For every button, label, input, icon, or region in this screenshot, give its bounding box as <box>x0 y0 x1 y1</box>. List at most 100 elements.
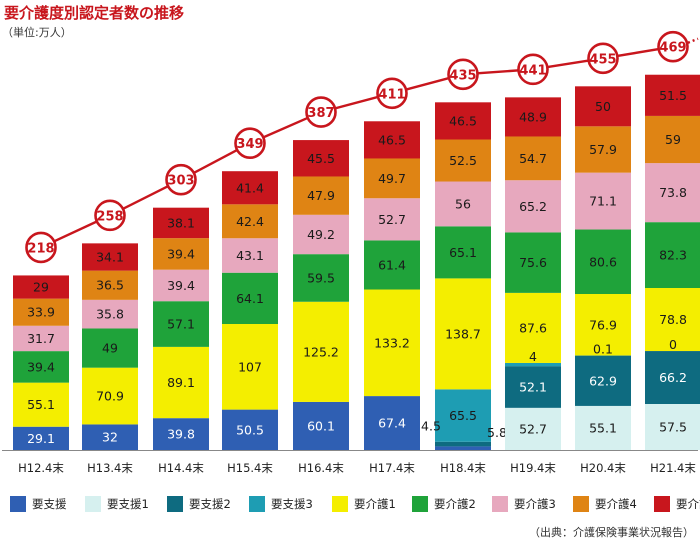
bar-segment <box>13 382 69 427</box>
bar-segment <box>435 139 491 182</box>
value-label: 0.1 <box>593 342 613 357</box>
bar-segment <box>505 407 561 450</box>
legend-label: 要支援 <box>32 497 67 511</box>
bar-segment <box>153 346 209 419</box>
value-label: 56 <box>455 196 471 211</box>
total-label: 303 <box>167 174 194 189</box>
bar-segment <box>505 362 561 367</box>
value-label: 65.1 <box>449 245 477 260</box>
total-marker <box>234 127 266 159</box>
value-label: 36.5 <box>96 278 124 293</box>
legend-label: 要介護3 <box>514 497 556 511</box>
stacked-bar-chart: 29.1 55.1 39.4 31.7 33.9 29 32 70.9 49 35.8 36.5 34… <box>2 30 700 475</box>
value-label: 48.9 <box>519 109 547 124</box>
value-label: 45.5 <box>307 151 335 166</box>
bar-segment <box>645 115 700 164</box>
value-label: 78.8 <box>659 312 687 327</box>
legend-swatch <box>492 496 508 512</box>
legend-label: 要介護1 <box>354 497 396 511</box>
legend-item: 要介護5 <box>654 496 700 512</box>
legend-item: 要介護2 <box>412 496 476 512</box>
legend-label: 要支援2 <box>189 497 231 511</box>
bar-segment <box>645 163 700 223</box>
bar-segment <box>505 292 561 363</box>
legend-item: 要支援1 <box>85 496 149 512</box>
total-label: 469 <box>659 41 686 56</box>
total-marker <box>447 58 479 91</box>
value-label: 50 <box>595 99 611 114</box>
value-label: 75.6 <box>519 255 547 270</box>
value-label: 39.8 <box>167 427 195 442</box>
total-label: 435 <box>449 68 476 83</box>
value-label: 39.4 <box>167 278 195 293</box>
total-label: 411 <box>378 87 405 102</box>
value-label: 4 <box>529 349 537 364</box>
x-tick-label: H20.4末 <box>580 461 626 475</box>
legend-item: 要支援3 <box>249 496 313 512</box>
bar-segment <box>153 301 209 347</box>
total-marker <box>517 53 549 86</box>
value-label: 107 <box>238 359 262 374</box>
legend-item: 要介護1 <box>332 496 396 512</box>
bar-segment <box>222 171 278 205</box>
value-label: 65.5 <box>449 408 477 423</box>
bar-segment <box>13 325 69 352</box>
value-label: 71.1 <box>589 194 617 209</box>
total-marker <box>376 77 408 110</box>
value-label: 52.1 <box>519 380 547 395</box>
value-label: 50.5 <box>236 422 264 437</box>
value-label: 29 <box>33 280 49 295</box>
bar-segment <box>82 424 138 450</box>
x-tick-label: H16.4末 <box>298 461 344 475</box>
legend-swatch <box>332 496 348 512</box>
unit-label: （単位:万人） <box>2 26 72 39</box>
total-label: 441 <box>519 63 546 78</box>
value-label: 76.9 <box>589 317 617 332</box>
value-label: 67.4 <box>378 416 406 431</box>
value-label: 82.3 <box>659 248 687 263</box>
bar-segment <box>505 180 561 233</box>
legend-swatch <box>10 496 26 512</box>
value-label: 60.1 <box>307 418 335 433</box>
bar-segment <box>364 158 420 199</box>
legend-swatch <box>412 496 428 512</box>
value-label: 5.8 <box>487 425 507 440</box>
bar-segment <box>222 272 278 324</box>
bar-segment <box>293 176 349 215</box>
bar-segment <box>13 426 69 450</box>
value-label: 33.9 <box>27 305 55 320</box>
legend-item: 要介護3 <box>492 496 556 512</box>
value-label: 57.9 <box>589 142 617 157</box>
value-label: 133.2 <box>374 335 410 350</box>
total-label: 387 <box>307 106 334 121</box>
value-label: 49.7 <box>378 171 406 186</box>
value-label: 34.1 <box>96 250 124 265</box>
legend-item: 要支援2 <box>167 496 231 512</box>
bar-segment <box>575 355 631 406</box>
total-marker <box>305 96 337 128</box>
bar-segment <box>505 366 561 408</box>
legend-label: 要介護5 <box>676 497 700 511</box>
x-tick-label: H19.4末 <box>510 461 556 475</box>
value-label: 35.8 <box>96 307 124 322</box>
bar-segment <box>505 232 561 293</box>
x-tick-label: H14.4末 <box>158 461 204 475</box>
total-label: 349 <box>236 137 263 152</box>
bar-segment <box>645 288 700 352</box>
bar-segment <box>364 121 420 159</box>
value-label: 62.9 <box>589 373 617 388</box>
value-label: 64.1 <box>236 291 264 306</box>
value-label: 46.5 <box>378 132 406 147</box>
value-label: 51.5 <box>659 88 687 103</box>
bar-segment <box>293 254 349 302</box>
bar-segment <box>293 301 349 402</box>
bar-segment <box>293 214 349 255</box>
bar-segment <box>222 324 278 410</box>
value-label: 38.1 <box>167 215 195 230</box>
bar-segment <box>82 299 138 329</box>
legend-swatch <box>85 496 101 512</box>
bar-segment <box>645 404 700 450</box>
bar-segment <box>505 97 561 137</box>
value-label: 70.9 <box>96 389 124 404</box>
bar-segment <box>153 269 209 302</box>
